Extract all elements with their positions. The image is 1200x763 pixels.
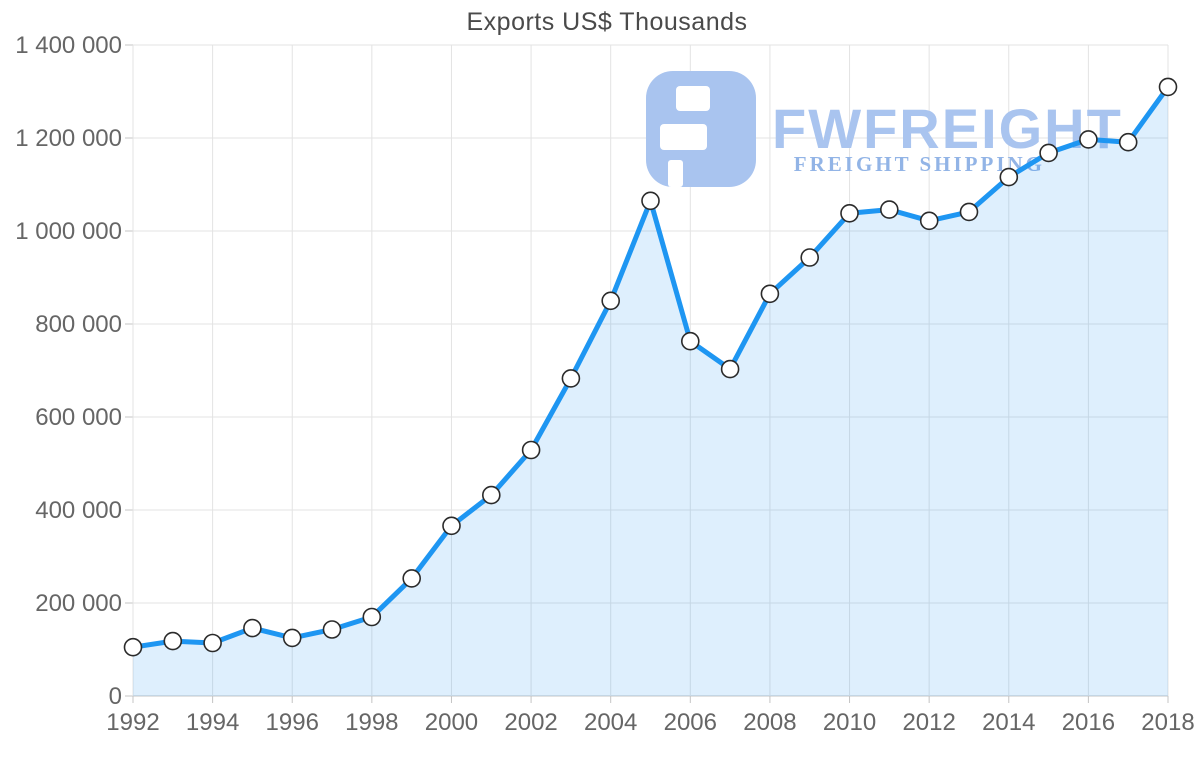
x-axis-label: 2000 — [425, 709, 478, 736]
data-point-2018[interactable] — [1158, 77, 1178, 97]
data-point-2007[interactable] — [720, 359, 740, 379]
data-point-2014[interactable] — [999, 167, 1019, 187]
data-point-2005[interactable] — [641, 191, 660, 211]
x-axis-label: 1992 — [106, 709, 159, 736]
data-point-1999[interactable] — [402, 569, 422, 588]
y-axis-label: 1 200 000 — [15, 125, 122, 152]
data-point-2004[interactable] — [601, 291, 621, 311]
data-point-1994[interactable] — [203, 633, 222, 653]
x-axis-label: 2012 — [902, 709, 955, 736]
x-axis-label: 1994 — [186, 709, 239, 736]
data-point-1995[interactable] — [243, 618, 262, 638]
data-point-1996[interactable] — [282, 628, 302, 648]
y-axis-label: 1 000 000 — [15, 218, 122, 245]
data-point-1997[interactable] — [322, 620, 342, 639]
data-point-2008[interactable] — [760, 284, 780, 304]
data-point-2003[interactable] — [561, 369, 581, 388]
data-point-2000[interactable] — [442, 516, 461, 536]
data-point-2012[interactable] — [919, 211, 939, 231]
y-axis-label: 400 000 — [35, 497, 122, 524]
data-point-2015[interactable] — [1039, 143, 1058, 163]
data-point-2013[interactable] — [959, 202, 979, 222]
x-axis-label: 1996 — [266, 709, 319, 736]
x-axis-label: 1998 — [345, 709, 398, 736]
data-point-2017[interactable] — [1118, 132, 1138, 152]
x-axis-label: 2004 — [584, 709, 637, 736]
exports-series-area — [133, 86, 1168, 696]
y-axis-label: 1 400 000 — [15, 32, 122, 59]
data-point-2001[interactable] — [481, 485, 501, 505]
data-point-2009[interactable] — [800, 248, 820, 267]
data-point-2010[interactable] — [840, 204, 859, 223]
x-axis-label: 2008 — [743, 709, 796, 736]
x-axis-label: 2014 — [982, 709, 1035, 736]
x-axis-label: 2010 — [823, 709, 876, 736]
y-axis-label: 800 000 — [35, 311, 122, 338]
data-point-1993[interactable] — [163, 631, 183, 651]
data-point-2016[interactable] — [1079, 130, 1098, 149]
data-point-2002[interactable] — [521, 440, 541, 460]
x-axis-label: 2002 — [504, 709, 557, 736]
data-point-2006[interactable] — [680, 331, 700, 351]
y-axis-label: 0 — [109, 683, 122, 710]
y-axis-label: 600 000 — [35, 404, 122, 431]
data-point-2011[interactable] — [879, 200, 899, 219]
data-point-1998[interactable] — [362, 607, 382, 627]
y-axis-label: 200 000 — [35, 590, 122, 617]
x-axis-label: 2016 — [1062, 709, 1115, 736]
chart-title: Exports US$ Thousands — [466, 8, 748, 36]
data-point-1992[interactable] — [123, 637, 143, 657]
x-axis-label: 2006 — [664, 709, 717, 736]
x-axis-label: 2018 — [1141, 709, 1194, 736]
